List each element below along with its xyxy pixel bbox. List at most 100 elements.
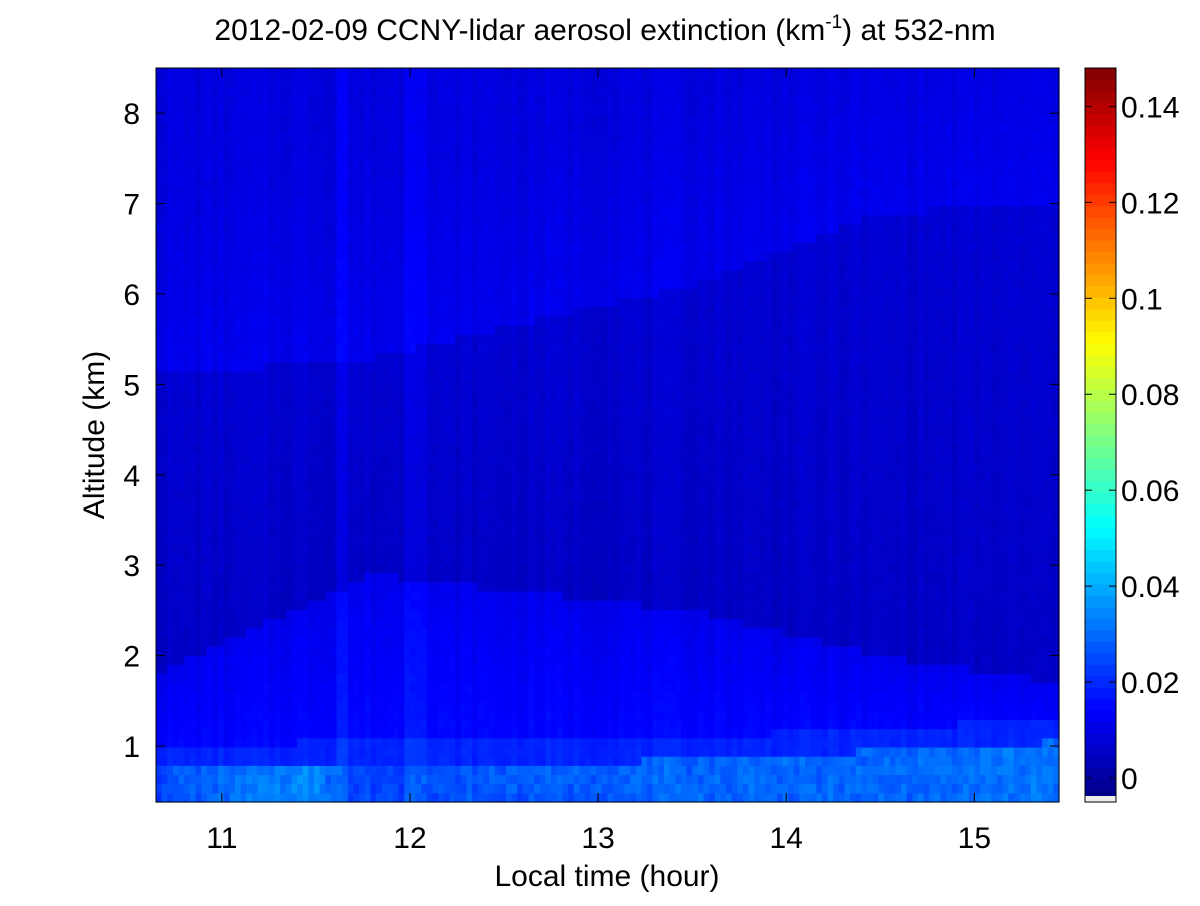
heatmap-cell [477,636,484,647]
heatmap-cell [229,77,236,87]
heatmap-cell [167,260,174,271]
heatmap-cell [172,655,180,665]
heatmap-cell [477,205,484,216]
heatmap-cell [421,600,428,610]
heatmap-cell [466,600,473,610]
heatmap-cell [167,590,174,601]
heatmap-cell [302,673,309,684]
heatmap-cell [449,178,456,188]
heatmap-cell [477,306,484,317]
heatmap-cell [393,141,400,152]
heatmap-cell [443,719,451,730]
heatmap-cell [460,77,467,87]
heatmap-cell [189,86,197,97]
heatmap-cell [201,425,208,436]
heatmap-cell [387,361,394,372]
heatmap-cell [178,77,185,87]
heatmap-cell [302,370,309,381]
heatmap-cell [483,664,490,675]
heatmap-cell [359,343,366,354]
heatmap-cell [415,269,422,280]
heatmap-cell [184,783,191,794]
heatmap-cell [477,178,484,188]
heatmap-cell [319,251,326,262]
heatmap-cell [325,554,332,565]
heatmap-cell [370,655,377,665]
heatmap-cell [206,756,214,766]
heatmap-cell [381,187,388,198]
heatmap-cell [274,664,281,675]
heatmap-cell [336,691,343,702]
heatmap-cell [314,636,321,647]
heatmap-cell [201,655,208,665]
heatmap-cell [409,389,417,399]
heatmap-cell [353,480,360,491]
heatmap-cell [336,774,343,785]
heatmap-cell [212,334,219,344]
heatmap-cell [477,600,484,610]
heatmap-cell [438,297,445,308]
heatmap-cell [421,113,428,124]
heatmap-cell [206,719,214,730]
heatmap-cell [376,159,383,170]
heatmap-cell [229,526,236,537]
heatmap-cell [223,444,230,454]
heatmap-cell [381,86,388,97]
heatmap-cell [212,572,219,583]
heatmap-cell [460,168,467,179]
heatmap-cell [381,68,388,78]
heatmap-cell [376,86,383,97]
heatmap-cell [229,389,236,399]
heatmap-cell [280,581,287,592]
heatmap-cell [477,214,484,225]
heatmap-cell [212,205,219,216]
heatmap-cell [325,462,332,473]
heatmap-cell [347,352,355,363]
heatmap-cell [178,774,185,785]
heatmap-cell [274,425,281,436]
heatmap-cell [161,141,168,152]
heatmap-cell [280,517,287,528]
heatmap-cell [404,563,411,574]
heatmap-cell [443,545,451,555]
heatmap-cell [347,664,355,675]
heatmap-cell [387,416,394,427]
heatmap-cell [393,609,400,620]
heatmap-cell [359,710,366,721]
heatmap-cell [280,279,287,289]
heatmap-cell [319,233,326,243]
heatmap-cell [257,563,264,574]
heatmap-cell [364,590,372,601]
heatmap-cell [172,673,180,684]
heatmap-cell [376,223,383,234]
heatmap-cell [223,710,230,721]
heatmap-cell [274,370,281,381]
heatmap-cell [189,214,197,225]
heatmap-cell [184,600,191,610]
heatmap-cell [223,682,230,693]
heatmap-cell [432,517,439,528]
heatmap-cell [347,627,355,638]
heatmap-cell [314,581,321,592]
heatmap-cell [443,600,451,610]
heatmap-cell [370,646,377,656]
heatmap-cell [370,269,377,280]
heatmap-cell [251,159,259,170]
heatmap-cell [302,590,309,601]
heatmap-cell [347,572,355,583]
heatmap-cell [178,260,185,271]
heatmap-cell [297,609,304,620]
heatmap-cell [336,701,343,711]
heatmap-cell [472,68,479,78]
heatmap-cell [240,260,247,271]
heatmap-cell [291,361,298,372]
heatmap-cell [455,701,462,711]
heatmap-cell [184,297,191,308]
heatmap-cell [189,719,197,730]
heatmap-cell [325,444,332,454]
heatmap-cell [246,95,253,106]
heatmap-cell [184,728,191,739]
heatmap-cell [426,407,434,418]
heatmap-cell [291,719,298,730]
heatmap-cell [229,407,236,418]
